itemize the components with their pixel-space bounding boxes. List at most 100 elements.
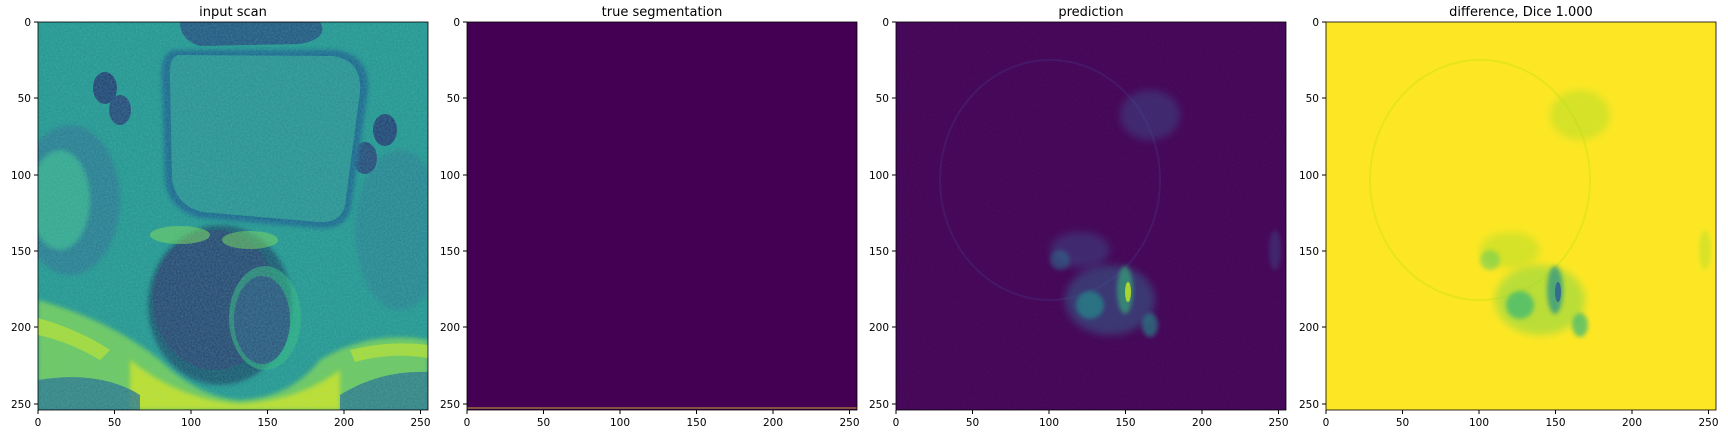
x-axis: 0 50 100 150 200 250 xyxy=(35,410,431,429)
x-tick: 0 xyxy=(35,410,42,429)
x-tick: 250 xyxy=(839,410,860,429)
image-difference xyxy=(1326,22,1716,410)
x-tick: 250 xyxy=(410,410,431,429)
svg-text:100: 100 xyxy=(1469,417,1489,429)
y-tick: 250 xyxy=(440,399,467,411)
x-tick: 50 xyxy=(966,410,979,429)
svg-text:100: 100 xyxy=(440,170,460,182)
svg-text:200: 200 xyxy=(1622,417,1642,429)
x-tick: 0 xyxy=(893,410,900,429)
svg-text:50: 50 xyxy=(537,417,550,429)
svg-text:200: 200 xyxy=(440,322,460,334)
panel-prediction: prediction 0 50 100 150 200 250 0 50 xyxy=(869,5,1289,429)
svg-text:50: 50 xyxy=(447,93,460,105)
svg-text:0: 0 xyxy=(24,17,31,29)
svg-text:100: 100 xyxy=(181,417,201,429)
x-tick: 50 xyxy=(108,410,121,429)
panel-true-segmentation: true segmentation 0 50 100 150 200 250 0… xyxy=(440,5,860,429)
axes-frame xyxy=(37,21,429,411)
svg-text:0: 0 xyxy=(453,17,460,29)
y-tick: 50 xyxy=(447,93,467,105)
svg-text:0: 0 xyxy=(893,417,900,429)
y-tick: 0 xyxy=(1312,17,1326,29)
x-tick: 150 xyxy=(1115,410,1136,429)
svg-text:100: 100 xyxy=(1039,417,1059,429)
y-tick: 250 xyxy=(869,399,896,411)
x-tick: 150 xyxy=(1545,410,1566,429)
svg-text:100: 100 xyxy=(11,170,31,182)
svg-text:150: 150 xyxy=(440,246,460,258)
svg-text:250: 250 xyxy=(869,399,889,411)
svg-text:0: 0 xyxy=(1312,17,1319,29)
x-tick: 200 xyxy=(1192,410,1212,429)
image-input-scan xyxy=(38,22,428,410)
svg-text:100: 100 xyxy=(869,170,889,182)
y-tick: 100 xyxy=(1299,170,1326,182)
svg-text:0: 0 xyxy=(464,417,471,429)
x-tick: 100 xyxy=(1039,410,1059,429)
x-tick: 50 xyxy=(1396,410,1409,429)
y-tick: 50 xyxy=(876,93,896,105)
svg-text:150: 150 xyxy=(11,246,31,258)
y-tick: 150 xyxy=(869,246,896,258)
x-tick: 0 xyxy=(1323,410,1330,429)
svg-text:50: 50 xyxy=(876,93,889,105)
svg-text:0: 0 xyxy=(1323,417,1330,429)
y-tick: 200 xyxy=(1299,322,1326,334)
panel-title: difference, Dice 1.000 xyxy=(1449,5,1593,20)
x-tick: 150 xyxy=(257,410,278,429)
axes-frame xyxy=(466,21,858,411)
y-tick: 250 xyxy=(1299,399,1326,411)
y-tick: 100 xyxy=(11,170,38,182)
axes-frame xyxy=(895,21,1287,411)
svg-text:100: 100 xyxy=(610,417,630,429)
x-tick: 0 xyxy=(464,410,471,429)
x-axis: 0 50 100 150 200 250 xyxy=(1323,410,1719,429)
panel-title: input scan xyxy=(199,5,267,20)
y-axis: 0 50 100 150 200 250 xyxy=(11,17,38,411)
x-axis: 0 50 100 150 200 250 xyxy=(464,410,860,429)
x-tick: 200 xyxy=(763,410,783,429)
y-axis: 0 50 100 150 200 250 xyxy=(1299,17,1326,411)
y-tick: 200 xyxy=(11,322,38,334)
svg-text:150: 150 xyxy=(686,417,706,429)
panel-input-scan: input scan xyxy=(11,5,431,429)
x-tick: 100 xyxy=(610,410,630,429)
svg-text:50: 50 xyxy=(1396,417,1409,429)
y-tick: 150 xyxy=(1299,246,1326,258)
y-tick: 0 xyxy=(882,17,896,29)
image-true-segmentation xyxy=(467,22,857,410)
svg-text:0: 0 xyxy=(35,417,42,429)
y-axis: 0 50 100 150 200 250 xyxy=(869,17,896,411)
x-tick: 50 xyxy=(537,410,550,429)
x-tick: 200 xyxy=(1622,410,1642,429)
y-tick: 150 xyxy=(440,246,467,258)
svg-text:150: 150 xyxy=(1545,417,1565,429)
y-tick: 100 xyxy=(869,170,896,182)
svg-text:0: 0 xyxy=(882,17,889,29)
image-prediction xyxy=(896,22,1286,410)
svg-text:150: 150 xyxy=(257,417,277,429)
svg-text:250: 250 xyxy=(1698,417,1718,429)
x-tick: 200 xyxy=(334,410,354,429)
svg-text:50: 50 xyxy=(966,417,979,429)
svg-text:150: 150 xyxy=(869,246,889,258)
svg-text:200: 200 xyxy=(334,417,354,429)
axes-frame xyxy=(1325,21,1717,411)
x-axis: 0 50 100 150 200 250 xyxy=(893,410,1289,429)
svg-text:100: 100 xyxy=(1299,170,1319,182)
svg-text:250: 250 xyxy=(1299,399,1319,411)
y-tick: 0 xyxy=(24,17,38,29)
svg-text:250: 250 xyxy=(11,399,31,411)
svg-text:250: 250 xyxy=(440,399,460,411)
x-tick: 150 xyxy=(686,410,707,429)
y-tick: 150 xyxy=(11,246,38,258)
panel-title: prediction xyxy=(1058,5,1123,20)
x-tick: 100 xyxy=(1469,410,1489,429)
y-tick: 50 xyxy=(1306,93,1326,105)
svg-text:200: 200 xyxy=(1299,322,1319,334)
svg-text:50: 50 xyxy=(18,93,31,105)
x-tick: 250 xyxy=(1698,410,1719,429)
svg-text:50: 50 xyxy=(1306,93,1319,105)
